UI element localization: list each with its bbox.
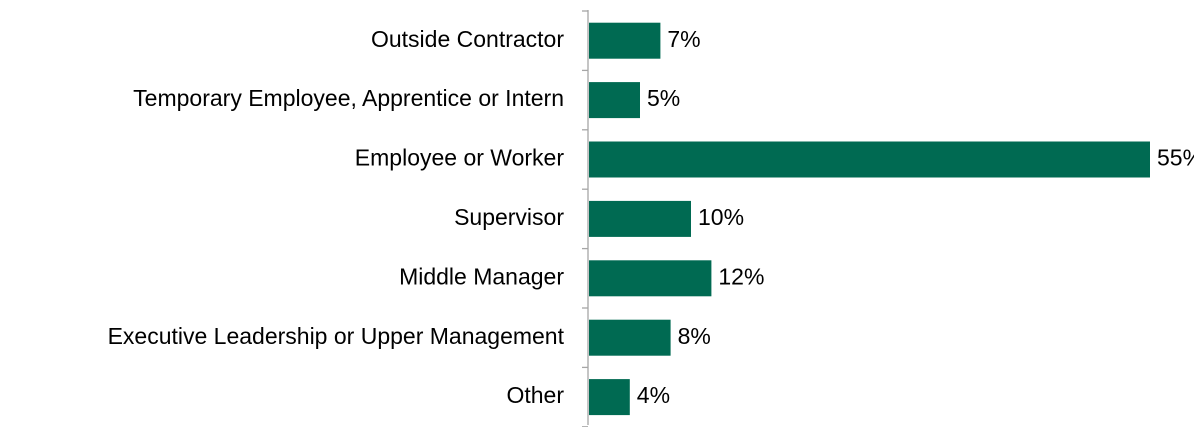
category-label: Executive Leadership or Upper Management [108, 323, 565, 349]
category-label: Temporary Employee, Apprentice or Intern [133, 85, 564, 111]
value-label: 10% [698, 204, 744, 230]
value-label: 12% [718, 263, 764, 289]
bar [589, 379, 630, 416]
category-label: Outside Contractor [371, 26, 564, 52]
bar [589, 141, 1150, 178]
value-label: 7% [667, 26, 700, 52]
bar [589, 260, 712, 297]
category-label: Other [506, 382, 564, 408]
category-label: Supervisor [454, 204, 564, 230]
value-label: 55% [1157, 145, 1194, 171]
value-label: 4% [637, 382, 670, 408]
category-label: Employee or Worker [355, 145, 565, 171]
bar [589, 319, 671, 356]
value-label: 8% [678, 323, 711, 349]
value-label: 5% [647, 85, 680, 111]
bar [589, 82, 640, 119]
category-label: Middle Manager [399, 263, 564, 289]
bar [589, 22, 661, 59]
bar [589, 200, 691, 237]
